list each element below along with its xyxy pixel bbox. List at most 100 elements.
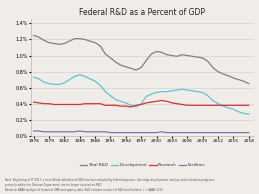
Total R&D bbox=[93, 42, 97, 44]
Facilities bbox=[217, 131, 220, 134]
Facilities bbox=[227, 131, 230, 134]
Development bbox=[109, 94, 112, 97]
Development bbox=[242, 112, 245, 114]
Development bbox=[155, 91, 158, 94]
Facilities bbox=[134, 131, 138, 134]
Line: Research: Research bbox=[34, 100, 249, 107]
Research bbox=[42, 102, 45, 105]
Facilities bbox=[196, 131, 199, 134]
Facilities bbox=[99, 131, 102, 133]
Total R&D bbox=[130, 67, 133, 69]
Research bbox=[150, 101, 153, 103]
Research bbox=[63, 103, 66, 106]
Total R&D bbox=[150, 53, 153, 55]
Total R&D bbox=[221, 73, 225, 75]
Development bbox=[58, 83, 61, 86]
Research bbox=[73, 103, 76, 106]
Facilities bbox=[232, 131, 235, 134]
Total R&D bbox=[232, 77, 235, 79]
Facilities bbox=[32, 130, 35, 132]
Research bbox=[53, 103, 56, 106]
Development bbox=[221, 105, 225, 107]
Facilities bbox=[155, 131, 158, 134]
Total R&D bbox=[32, 34, 35, 37]
Total R&D bbox=[170, 54, 174, 57]
Development bbox=[170, 90, 174, 92]
Facilities bbox=[114, 131, 117, 134]
Research bbox=[37, 102, 40, 104]
Development bbox=[130, 104, 133, 107]
Development bbox=[186, 89, 189, 91]
Total R&D bbox=[134, 69, 138, 71]
Development bbox=[63, 82, 66, 84]
Development bbox=[227, 107, 230, 109]
Facilities bbox=[68, 131, 71, 133]
Facilities bbox=[47, 131, 51, 133]
Development bbox=[73, 75, 76, 78]
Facilities bbox=[37, 130, 40, 132]
Total R&D bbox=[227, 74, 230, 77]
Development bbox=[196, 90, 199, 93]
Research bbox=[232, 104, 235, 107]
Total R&D bbox=[78, 37, 81, 40]
Research bbox=[227, 104, 230, 107]
Total R&D bbox=[53, 42, 56, 45]
Total R&D bbox=[99, 45, 102, 47]
Development bbox=[181, 88, 184, 90]
Total R&D bbox=[217, 70, 220, 73]
Research bbox=[217, 104, 220, 107]
Development bbox=[47, 82, 51, 85]
Research bbox=[165, 100, 168, 102]
Research bbox=[99, 102, 102, 105]
Development bbox=[175, 89, 178, 91]
Research bbox=[58, 103, 61, 106]
Total R&D bbox=[237, 78, 240, 81]
Research bbox=[175, 102, 178, 105]
Facilities bbox=[206, 131, 209, 134]
Research bbox=[119, 105, 122, 107]
Research bbox=[114, 104, 117, 107]
Research bbox=[221, 104, 225, 107]
Facilities bbox=[53, 131, 56, 133]
Total R&D bbox=[160, 51, 163, 54]
Development bbox=[32, 76, 35, 78]
Development bbox=[68, 78, 71, 81]
Development bbox=[237, 111, 240, 113]
Research bbox=[191, 104, 194, 107]
Facilities bbox=[124, 131, 127, 134]
Facilities bbox=[186, 131, 189, 134]
Development bbox=[42, 81, 45, 83]
Research bbox=[242, 104, 245, 107]
Total R&D bbox=[73, 37, 76, 40]
Development bbox=[134, 106, 138, 108]
Development bbox=[191, 90, 194, 92]
Total R&D bbox=[206, 60, 209, 62]
Line: Total R&D: Total R&D bbox=[34, 36, 249, 84]
Total R&D bbox=[247, 82, 250, 85]
Development bbox=[160, 90, 163, 93]
Facilities bbox=[237, 131, 240, 134]
Development bbox=[88, 78, 91, 80]
Facilities bbox=[165, 131, 168, 134]
Development bbox=[247, 113, 250, 115]
Facilities bbox=[63, 131, 66, 133]
Facilities bbox=[78, 130, 81, 132]
Development bbox=[124, 102, 127, 104]
Research bbox=[145, 102, 148, 104]
Total R&D bbox=[124, 66, 127, 68]
Total R&D bbox=[119, 64, 122, 66]
Research bbox=[186, 104, 189, 107]
Facilities bbox=[242, 131, 245, 134]
Development bbox=[119, 100, 122, 102]
Research bbox=[196, 104, 199, 107]
Total R&D bbox=[88, 40, 91, 42]
Facilities bbox=[221, 131, 225, 134]
Development bbox=[211, 99, 214, 102]
Facilities bbox=[119, 131, 122, 134]
Facilities bbox=[247, 131, 250, 134]
Facilities bbox=[58, 131, 61, 133]
Research bbox=[47, 102, 51, 105]
Facilities bbox=[181, 131, 184, 134]
Development bbox=[78, 74, 81, 76]
Facilities bbox=[150, 131, 153, 134]
